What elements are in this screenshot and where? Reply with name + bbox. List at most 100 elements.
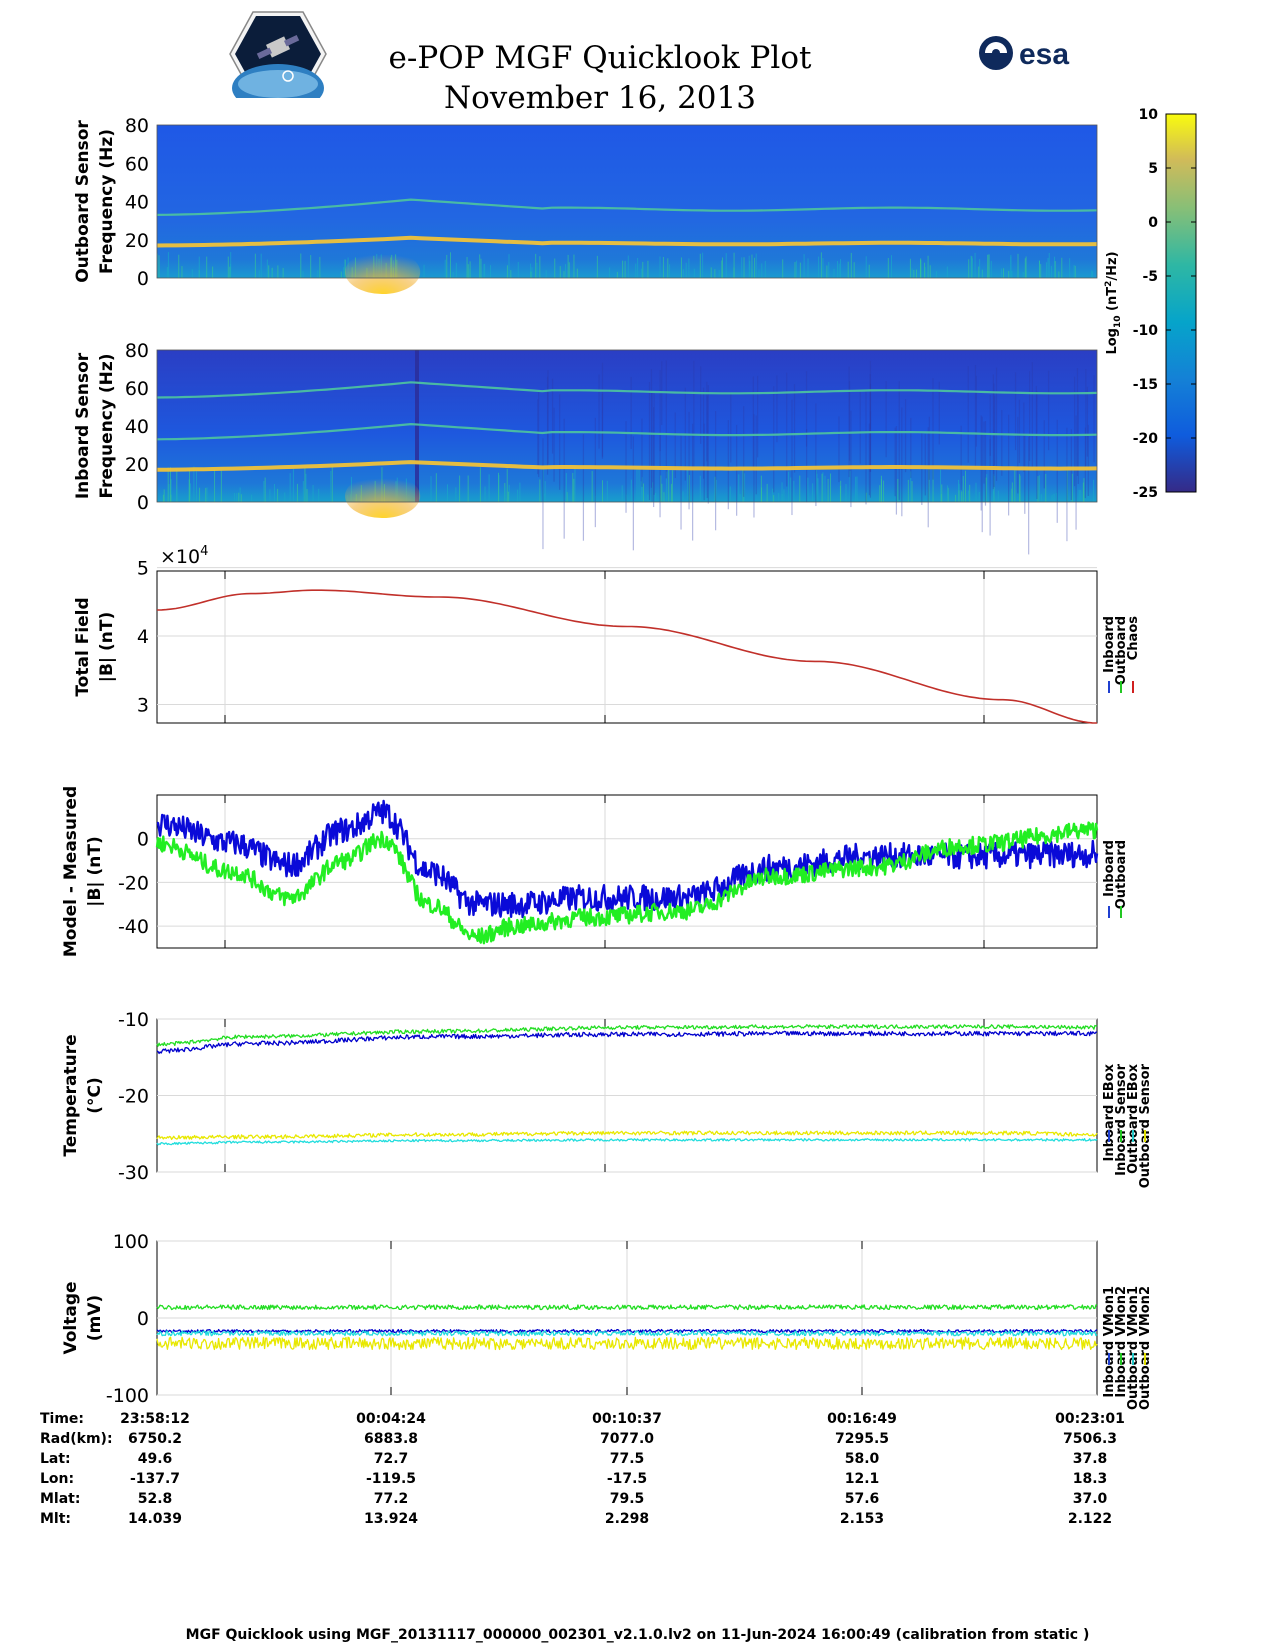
spectrogram-dark-streak — [967, 366, 969, 463]
legend-label: Outboard Sensor — [1138, 1063, 1153, 1188]
orbit-row-label: Time: — [40, 1411, 85, 1427]
orbit-value: 37.8 — [1072, 1451, 1108, 1467]
spectrogram-streak — [812, 483, 814, 502]
legend-label: Outboard — [1114, 616, 1129, 685]
orbit-value: -17.5 — [606, 1471, 648, 1487]
spectrogram-dark-streak — [1074, 376, 1076, 487]
spectrogram-dark-streak — [653, 392, 655, 495]
spectrogram-line — [156, 381, 1098, 399]
spectrogram-streak — [682, 269, 684, 278]
spectrogram-streak — [504, 486, 506, 502]
spectrogram-dark-streak — [869, 383, 872, 498]
spectrogram-streak — [772, 488, 774, 502]
spectrogram-dark-streak — [869, 374, 871, 472]
spectrogram-streak — [647, 260, 649, 278]
orbit-value: 77.5 — [609, 1451, 645, 1467]
y-axis-label: Frequency (Hz) — [97, 129, 117, 274]
spectrogram-dark-streak — [632, 436, 634, 551]
spectrogram-dark-streak — [551, 378, 554, 454]
y-axis-label: (°C) — [85, 1077, 105, 1114]
spectrogram-streak — [985, 477, 987, 502]
colorbar-tick-label: -15 — [1133, 377, 1158, 393]
spectrogram-streak — [435, 473, 437, 502]
spectrogram-streak — [761, 487, 763, 502]
spectrogram-dark-streak — [1028, 436, 1030, 555]
spectrogram-dark-streak — [653, 407, 655, 508]
spectrogram-streak — [993, 474, 995, 502]
spectrogram-streak — [958, 490, 960, 502]
orbit-value: 6750.2 — [127, 1431, 183, 1447]
spectrogram-streak — [544, 481, 546, 502]
spectrogram-streak — [169, 467, 171, 502]
spectrogram-streak — [233, 493, 235, 502]
orbit-value: 2.298 — [604, 1511, 650, 1527]
spectrogram-dark-streak — [537, 399, 539, 475]
spectrogram-streak — [606, 480, 608, 502]
y-axis-label: (mV) — [85, 1295, 105, 1341]
spectrogram-streak — [199, 487, 201, 502]
spectrogram-streak — [897, 478, 899, 502]
spectrogram-dark-streak — [1018, 399, 1021, 464]
spectrogram-streak — [969, 484, 971, 502]
spectrogram-streaks — [157, 252, 1094, 278]
spectrogram-streak — [824, 475, 826, 502]
spectrogram-streak — [741, 257, 743, 278]
spectrogram-streak — [997, 490, 999, 502]
series-outboard-vmon1 — [156, 1330, 1098, 1337]
spectrogram-streak — [282, 267, 284, 278]
spectrogram-dark-streak — [904, 399, 907, 473]
spectrogram-streak — [847, 261, 849, 278]
orbit-value: 58.0 — [844, 1451, 880, 1467]
legend-label: Inboard — [1102, 616, 1117, 673]
spectrogram-streak — [484, 486, 486, 502]
y-tick-label: 60 — [125, 378, 149, 400]
spectrogram-streak — [680, 257, 682, 278]
spectrogram-streak — [738, 474, 740, 502]
plot-frame — [156, 794, 1098, 949]
spectrogram-streak — [236, 493, 238, 502]
spectrogram-streak — [725, 253, 727, 278]
spectrogram-streak — [508, 254, 510, 278]
y-tick-label: -100 — [106, 1385, 149, 1407]
spectrogram-streak — [1050, 265, 1052, 278]
spectrogram-streak — [176, 489, 178, 502]
spectrogram-streak — [1014, 470, 1016, 502]
spectrogram-streak — [693, 268, 695, 278]
spectrogram-streak — [304, 468, 306, 502]
y-axis-label: Frequency (Hz) — [97, 353, 117, 498]
spectrogram-streak — [530, 263, 532, 278]
spectrogram-streak — [821, 473, 823, 502]
spectrogram-line — [156, 235, 1098, 248]
spectrogram-streak — [1083, 478, 1085, 502]
spectrogram-streak — [907, 479, 909, 502]
orbit-value: 18.3 — [1072, 1471, 1108, 1487]
spectrogram-dark-streak — [1043, 420, 1045, 489]
y-tick-label: 80 — [125, 340, 149, 362]
spectrogram-streak — [423, 264, 425, 278]
y-tick-label: 20 — [125, 454, 149, 476]
spectrogram-dark-streak — [730, 392, 732, 463]
spectrogram-streak — [1054, 261, 1056, 278]
spectrogram-streak — [638, 466, 640, 502]
spectrogram-streak — [430, 476, 432, 502]
spectrogram-dark-streak — [1093, 375, 1095, 463]
legend-label: Outboard VMon1 — [1126, 1286, 1141, 1410]
spectrogram-streak — [1051, 494, 1053, 502]
spectrogram-line — [156, 198, 1098, 216]
spectrogram-dark-streak — [648, 382, 651, 501]
spectrogram-streak — [936, 271, 938, 278]
y-tick-label: 100 — [113, 1231, 149, 1253]
spectrogram-streak — [830, 473, 832, 502]
spectrogram-streak — [214, 469, 216, 502]
spectrogram-dark-streak — [850, 410, 852, 508]
spectrogram-streak — [855, 476, 857, 502]
spectrogram-streak — [758, 269, 760, 278]
spectrogram-streak — [312, 485, 314, 502]
spectrogram-dark-streak — [980, 415, 982, 511]
spectrogram-streak — [227, 256, 229, 278]
spectrogram-streak — [818, 256, 820, 278]
spectrogram-streak — [940, 469, 942, 502]
spectrogram-streak — [742, 469, 744, 502]
spectrogram-streak — [990, 260, 992, 278]
orbit-value: 00:10:37 — [592, 1411, 662, 1427]
